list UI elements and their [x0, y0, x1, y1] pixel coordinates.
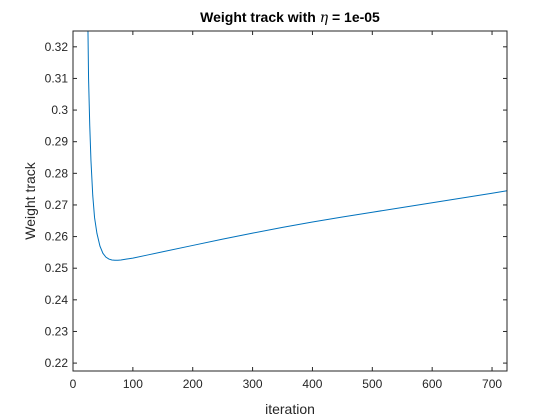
- x-tick-label: 600: [422, 377, 442, 391]
- series-line: [87, 30, 508, 261]
- chart-title-prefix: Weight track with: [200, 9, 320, 25]
- x-tick-label: 700: [482, 377, 502, 391]
- y-tick-label: 0.24: [45, 293, 69, 307]
- y-tick-label: 0.23: [45, 324, 69, 338]
- y-tick-label: 0.3: [51, 103, 68, 117]
- y-tick-label: 0.28: [45, 166, 69, 180]
- x-tick-label: 300: [243, 377, 263, 391]
- x-tick-label: 200: [183, 377, 203, 391]
- y-tick-label: 0.32: [45, 40, 69, 54]
- y-tick-label: 0.29: [45, 135, 69, 149]
- y-axis-label: Weight track: [22, 161, 38, 240]
- x-axis-label: iteration: [265, 401, 315, 417]
- y-tick-label: 0.25: [45, 261, 69, 275]
- y-tick-label: 0.26: [45, 230, 69, 244]
- chart-title-suffix: = 1e-05: [328, 9, 380, 25]
- x-tick-label: 400: [302, 377, 322, 391]
- y-tick-label: 0.22: [45, 356, 69, 370]
- y-axis-ticks: 0.22 0.23 0.24 0.25 0.26 0.27 0.28 0.29 0.3 0.31 0…: [45, 40, 507, 370]
- x-tick-label: 100: [123, 377, 143, 391]
- y-tick-label: 0.27: [45, 198, 69, 212]
- x-axis-ticks: 0 100 200 300 400 500 600 700: [70, 31, 502, 391]
- chart-title: Weight track with η = 1e-05: [200, 9, 380, 26]
- y-tick-label: 0.31: [45, 71, 69, 85]
- chart-title-symbol: η: [320, 10, 329, 26]
- x-tick-label: 500: [362, 377, 382, 391]
- plot-area: [73, 31, 507, 371]
- plot-frame: [72, 30, 508, 372]
- x-tick-label: 0: [70, 377, 77, 391]
